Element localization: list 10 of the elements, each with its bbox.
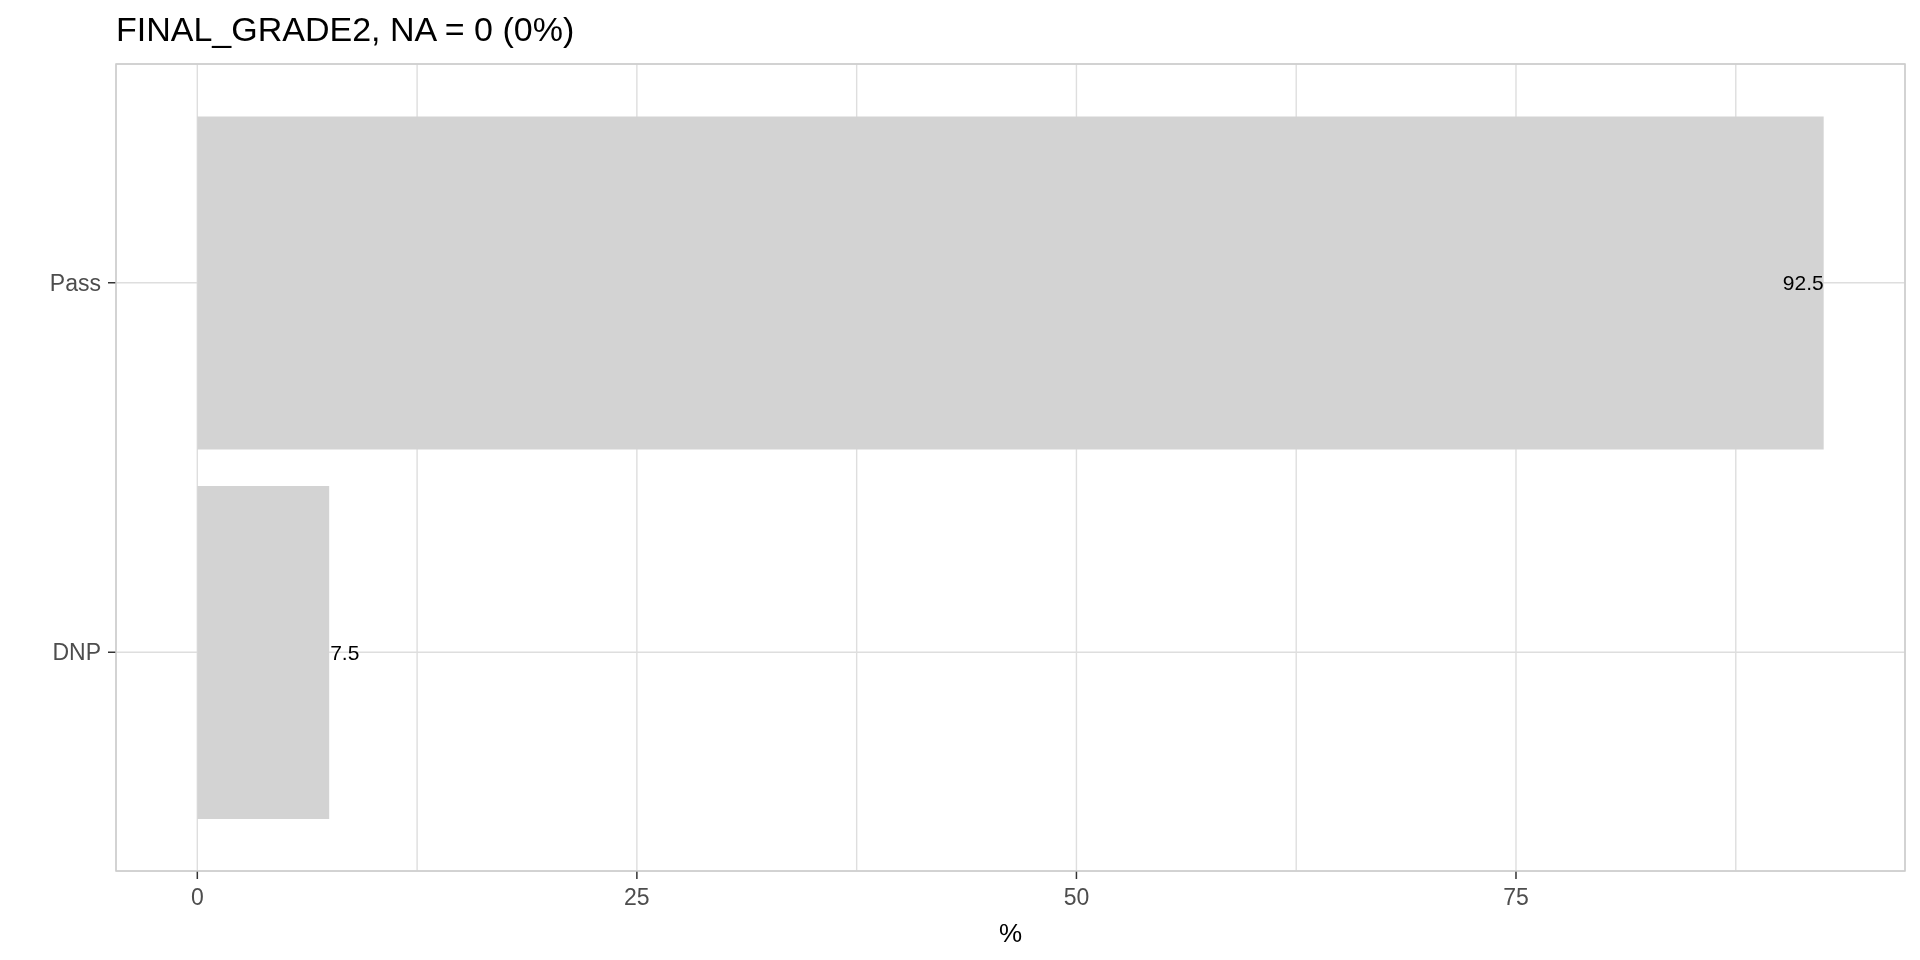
x-tick-label: 0 [190,884,204,910]
data-label: 7.5 [330,640,360,664]
y-tick-label: DNP [52,639,101,666]
chart-title: FINAL_GRADE2, NA = 0 (0%) [116,9,575,49]
x-tick-label: 25 [624,884,650,910]
x-tick-label: 50 [1063,884,1090,910]
y-tick-label: Pass [49,269,101,296]
x-axis-title: % [998,918,1023,948]
x-tick-label: 75 [1503,884,1529,910]
data-label: 92.5 [1782,271,1824,295]
